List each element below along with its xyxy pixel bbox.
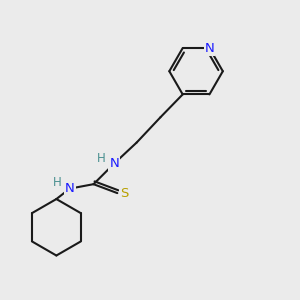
Text: N: N xyxy=(205,42,214,55)
Text: H: H xyxy=(53,176,62,189)
Text: N: N xyxy=(110,157,119,170)
Text: N: N xyxy=(65,182,75,195)
Text: H: H xyxy=(97,152,105,164)
Text: S: S xyxy=(120,187,128,200)
